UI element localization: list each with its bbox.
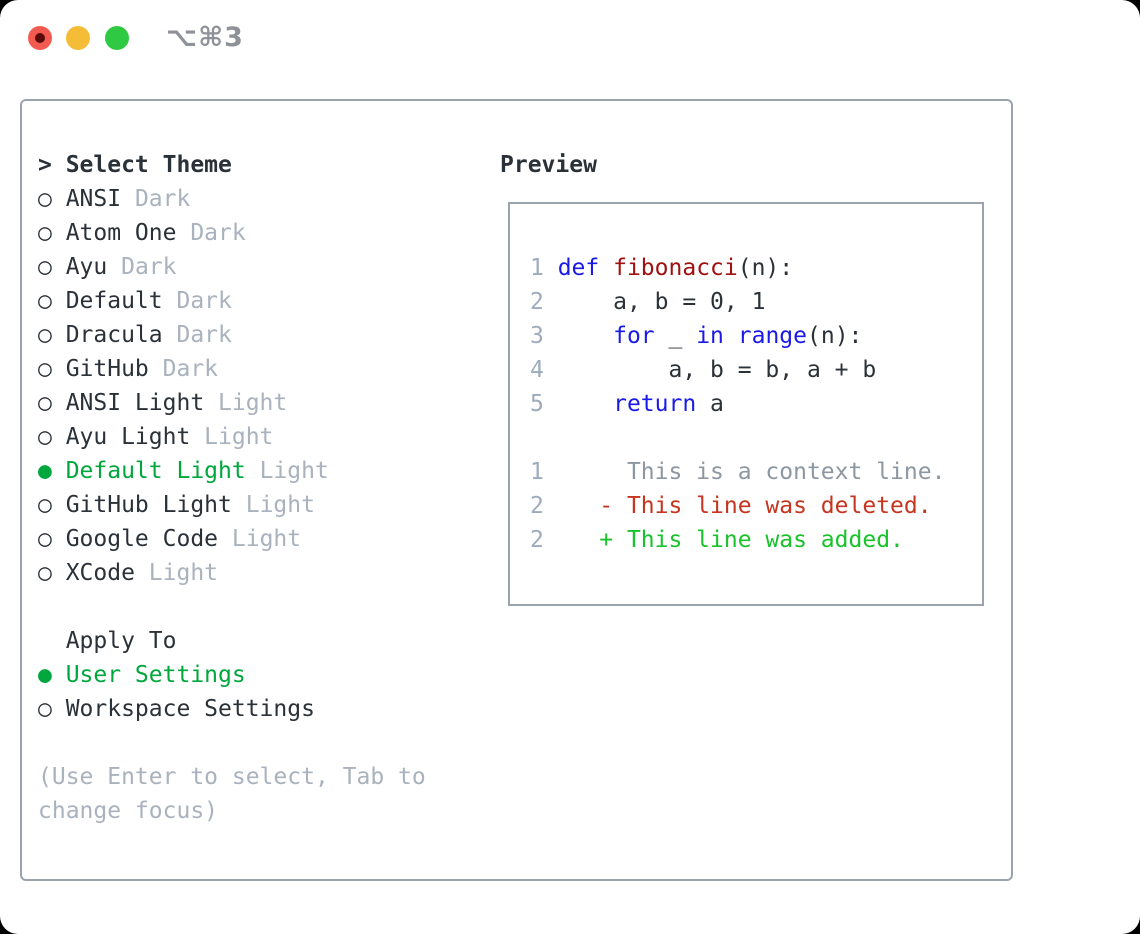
theme-option-github-dark[interactable]: ○ GitHub Dark bbox=[38, 352, 426, 386]
text-segment: 1 bbox=[530, 255, 558, 281]
text-segment: ● Default Light bbox=[38, 458, 260, 484]
text-segment: > Select Theme bbox=[38, 152, 232, 178]
window-title: ⌥⌘3 bbox=[166, 22, 244, 53]
theme-option-default-light-selected[interactable]: ● Default Light Light bbox=[38, 454, 426, 488]
theme-settings-panel: > Select Theme ○ ANSI Dark ○ Atom One Dark… bbox=[20, 99, 1013, 881]
text-segment: ○ Ayu bbox=[38, 254, 122, 280]
text-segment: ○ GitHub bbox=[38, 356, 163, 382]
minimize-button[interactable] bbox=[66, 26, 90, 50]
text-segment: 1 bbox=[530, 459, 558, 485]
text-segment: ● User Settings bbox=[38, 662, 246, 688]
text-segment: Dark bbox=[134, 186, 191, 212]
text-segment: ○ Default bbox=[38, 288, 177, 314]
text-segment: 3 bbox=[530, 323, 558, 349]
text-segment: ○ Google Code bbox=[38, 526, 232, 552]
help-text-line-1: (Use Enter to select, Tab to bbox=[38, 760, 426, 794]
text-segment: (n): bbox=[807, 323, 863, 349]
theme-list-header: > Select Theme bbox=[38, 148, 426, 182]
apply-option-workspace-settings[interactable]: ○ Workspace Settings bbox=[38, 692, 426, 726]
text-segment: This is a context line. bbox=[557, 459, 946, 485]
text-segment: ○ Workspace Settings bbox=[38, 696, 315, 722]
text-segment bbox=[599, 255, 613, 281]
theme-option-atom-one-dark[interactable]: ○ Atom One Dark bbox=[38, 216, 426, 250]
text-segment: Dark bbox=[176, 322, 232, 348]
text-segment: in bbox=[696, 323, 724, 349]
text-segment: return bbox=[613, 391, 697, 417]
zoom-button[interactable] bbox=[105, 26, 129, 50]
text-segment: fibonacci bbox=[613, 255, 738, 281]
text-segment: _ bbox=[654, 323, 697, 349]
text-segment bbox=[724, 323, 738, 349]
text-segment: a, b = b, a + b bbox=[557, 357, 877, 383]
spacer-line bbox=[38, 726, 426, 760]
spacer-line bbox=[38, 590, 426, 624]
text-segment: Light bbox=[148, 560, 219, 586]
theme-option-xcode[interactable]: ○ XCode Light bbox=[38, 556, 426, 590]
apply-to-header: Apply To bbox=[38, 624, 426, 658]
text-segment: change focus) bbox=[38, 798, 219, 824]
text-segment: 4 bbox=[530, 357, 558, 383]
theme-option-github-light[interactable]: ○ GitHub Light Light bbox=[38, 488, 426, 522]
text-segment: 2 bbox=[530, 493, 558, 519]
theme-option-google-code[interactable]: ○ Google Code Light bbox=[38, 522, 426, 556]
theme-option-ayu-dark[interactable]: ○ Ayu Dark bbox=[38, 250, 426, 284]
theme-option-dracula-dark[interactable]: ○ Dracula Dark bbox=[38, 318, 426, 352]
text-segment: - This line was deleted. bbox=[557, 493, 932, 519]
text-segment: 2 bbox=[530, 289, 558, 315]
text-segment bbox=[558, 391, 613, 417]
text-segment: range bbox=[737, 323, 807, 349]
titlebar: ⌥⌘3 bbox=[0, 0, 1140, 76]
text-segment: ○ XCode bbox=[38, 560, 149, 586]
code-line-3: 3 for _ in range(n): bbox=[530, 319, 982, 353]
diff-added-line: 2 + This line was added. bbox=[530, 523, 982, 557]
text-segment: Apply To bbox=[38, 628, 177, 654]
theme-option-ansi-light[interactable]: ○ ANSI Light Light bbox=[38, 386, 426, 420]
code-line-4: 4 a, b = b, a + b bbox=[530, 353, 982, 387]
text-segment: ○ ANSI Light bbox=[38, 390, 219, 416]
text-segment: Light bbox=[231, 526, 302, 552]
text-segment: Dark bbox=[121, 254, 177, 280]
text-segment: ○ GitHub Light bbox=[38, 492, 246, 518]
help-text-line-2: change focus) bbox=[38, 794, 426, 828]
diff-context-line: 1 This is a context line. bbox=[530, 455, 982, 489]
text-segment: ○ Ayu Light bbox=[38, 424, 205, 450]
close-button[interactable] bbox=[28, 26, 52, 50]
text-segment: (n): bbox=[737, 255, 794, 281]
text-segment: Light bbox=[259, 458, 329, 484]
close-indicator-dot bbox=[35, 33, 45, 43]
theme-option-default-dark[interactable]: ○ Default Dark bbox=[38, 284, 426, 318]
text-segment: ○ Atom One bbox=[38, 220, 191, 246]
code-line-1: 1 def fibonacci(n): bbox=[530, 251, 982, 285]
code-line-5: 5 return a bbox=[530, 387, 982, 421]
theme-option-ansi-dark[interactable]: ○ ANSI Dark bbox=[38, 182, 426, 216]
theme-option-ayu-light[interactable]: ○ Ayu Light Light bbox=[38, 420, 426, 454]
text-segment: a, b = 0, 1 bbox=[557, 289, 766, 315]
preview-header: Preview bbox=[500, 152, 597, 178]
text-segment: def bbox=[557, 255, 600, 281]
text-segment: Dark bbox=[190, 220, 246, 246]
diff-deleted-line: 2 - This line was deleted. bbox=[530, 489, 982, 523]
text-segment: + This line was added. bbox=[557, 527, 904, 553]
text-segment: 5 bbox=[530, 391, 558, 417]
text-segment bbox=[558, 323, 613, 349]
apply-option-user-settings-selected[interactable]: ● User Settings bbox=[38, 658, 426, 692]
theme-list-pane: > Select Theme ○ ANSI Dark ○ Atom One Dark… bbox=[38, 148, 426, 828]
code-line-2: 2 a, b = 0, 1 bbox=[530, 285, 982, 319]
spacer-line bbox=[530, 421, 982, 455]
text-segment: Dark bbox=[176, 288, 232, 314]
text-segment: for bbox=[613, 323, 655, 349]
text-segment: ○ ANSI bbox=[38, 186, 135, 212]
text-segment: ○ Dracula bbox=[38, 322, 177, 348]
text-segment: Light bbox=[218, 390, 288, 416]
text-segment: 2 bbox=[530, 527, 558, 553]
text-segment: Light bbox=[204, 424, 274, 450]
text-segment: Dark bbox=[162, 356, 219, 382]
text-segment: a bbox=[696, 391, 724, 417]
text-segment: Light bbox=[245, 492, 315, 518]
text-segment: (Use Enter to select, Tab to bbox=[38, 764, 426, 790]
